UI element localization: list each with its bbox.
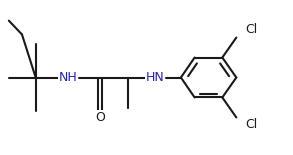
Text: Cl: Cl [246, 23, 258, 36]
Text: NH: NH [58, 71, 77, 84]
Text: Cl: Cl [246, 118, 258, 131]
Text: HN: HN [145, 71, 164, 84]
Text: O: O [95, 111, 105, 124]
